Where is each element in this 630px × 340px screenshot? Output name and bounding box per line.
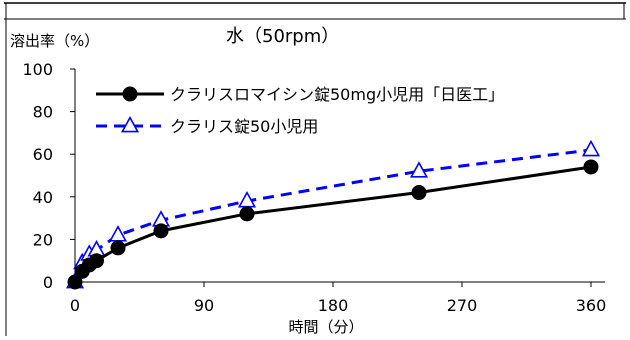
- data-point: [89, 253, 104, 269]
- chart-frame: 溶出率（%） 水（50rpm） 0 20 40 60 80 100 0 90 180 270 360…: [4, 2, 626, 336]
- data-point: [239, 206, 255, 222]
- series-nichiiko: [67, 159, 599, 290]
- legend: クラリスロマイシン錠50mg小児用「日医工」クラリス錠50小児用: [96, 85, 504, 136]
- series-clarith: [65, 139, 601, 289]
- y-axis-label: 溶出率（%）: [10, 32, 99, 50]
- data-point: [67, 274, 83, 290]
- legend-label: クラリスロマイシン錠50mg小児用「日医工」: [170, 85, 504, 104]
- data-point: [411, 185, 427, 201]
- y-tick-label: 100: [22, 60, 53, 79]
- x-tick-label: 270: [447, 296, 478, 315]
- y-tick-label: 0: [43, 273, 53, 292]
- x-tick-label: 0: [70, 296, 80, 315]
- legend-marker: [122, 86, 138, 102]
- dissolution-chart: 溶出率（%） 水（50rpm） 0 20 40 60 80 100 0 90 180 270 360…: [4, 2, 626, 336]
- y-tick-label: 40: [33, 188, 53, 207]
- x-tick-label: 180: [318, 296, 349, 315]
- x-tick-label: 360: [576, 296, 607, 315]
- data-point: [581, 139, 601, 157]
- x-axis-label: 時間（分）: [288, 318, 363, 336]
- legend-label: クラリス錠50小児用: [170, 117, 318, 136]
- data-point: [108, 225, 128, 242]
- y-tick-label: 80: [33, 103, 53, 122]
- data-point: [583, 159, 599, 175]
- series-layer: [65, 139, 601, 290]
- data-point: [409, 161, 429, 178]
- axes: 0 20 40 60 80 100 0 90 180 270 360: [22, 60, 606, 315]
- data-point: [110, 240, 126, 256]
- x-tick-label: 90: [194, 296, 214, 315]
- y-tick-label: 60: [33, 145, 53, 164]
- y-tick-label: 20: [33, 230, 53, 249]
- data-point: [153, 223, 169, 239]
- legend-marker: [120, 115, 140, 133]
- series-line: [73, 165, 592, 283]
- chart-title: 水（50rpm）: [226, 26, 339, 47]
- series-line: [73, 148, 592, 283]
